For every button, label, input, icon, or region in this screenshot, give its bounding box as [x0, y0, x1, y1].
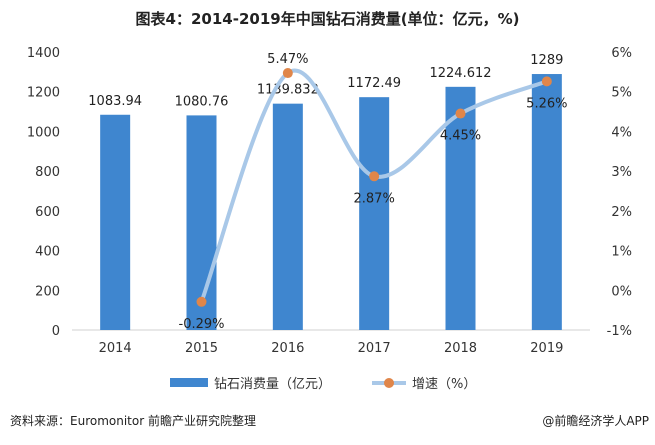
growth-value-label: 2.87% [354, 191, 395, 206]
growth-value-label: -0.29% [179, 317, 225, 332]
left-tick-label: 400 [35, 245, 60, 260]
source-note: 资料来源：Euromonitor 前瞻产业研究院整理 [10, 414, 256, 428]
right-tick-label: 4% [611, 125, 632, 140]
bar [531, 74, 562, 330]
right-tick-label: 2% [611, 205, 632, 220]
bar-value-label: 1172.49 [347, 76, 401, 91]
growth-line [199, 68, 549, 304]
bar [445, 86, 476, 330]
left-axis: 0 200 400 600 800 1000 1200 1400 [27, 46, 60, 339]
bar [186, 115, 217, 331]
x-tick-label: 2019 [530, 341, 563, 356]
growth-point [196, 296, 207, 307]
x-axis-labels: 2014 2015 2016 2017 2018 2019 [99, 341, 564, 356]
right-tick-label: 0% [611, 284, 632, 299]
growth-data-labels: -0.29% 5.47% 2.87% 4.45% 5.26% [179, 52, 568, 332]
bar-value-label: 1289 [530, 53, 563, 68]
growth-point [455, 108, 466, 119]
right-tick-label: 5% [611, 86, 632, 101]
growth-value-label: 5.26% [526, 96, 567, 111]
legend-bar-swatch [170, 378, 208, 387]
x-tick-label: 2014 [99, 341, 132, 356]
brand-credit: @前瞻经济学人APP [542, 414, 649, 428]
x-tick-label: 2017 [358, 341, 391, 356]
right-tick-label: 3% [611, 165, 632, 180]
left-tick-label: 1200 [27, 86, 60, 101]
right-axis: -1% 0% 1% 2% 3% 4% 5% 6% [607, 46, 632, 339]
left-tick-label: 1400 [27, 46, 60, 61]
growth-value-label: 4.45% [440, 129, 481, 144]
legend-line-label: 增速（%） [412, 377, 476, 392]
growth-point [369, 171, 380, 182]
bar-series [100, 74, 562, 331]
right-tick-label: 6% [611, 46, 632, 61]
left-tick-label: 600 [35, 205, 60, 220]
growth-point [541, 76, 552, 87]
bar-value-label: 1080.76 [175, 94, 229, 109]
bar-value-label: 1083.94 [88, 94, 142, 109]
legend: 钻石消费量（亿元） 增速（%） [170, 377, 476, 392]
legend-line-marker [384, 378, 394, 388]
chart-title: 图表4：2014-2019年中国钻石消费量(单位：亿元，%) [135, 10, 520, 28]
x-tick-label: 2018 [444, 341, 477, 356]
legend-bar-label: 钻石消费量（亿元） [214, 377, 331, 392]
bar-value-label: 1224.612 [429, 66, 491, 81]
left-tick-label: 1000 [27, 125, 60, 140]
growth-value-label: 5.47% [267, 52, 308, 67]
x-tick-label: 2016 [271, 341, 304, 356]
bar-data-labels: 1083.94 1080.76 1139.832 1172.49 1224.612 128… [88, 53, 563, 109]
left-tick-label: 0 [52, 324, 60, 339]
left-tick-label: 200 [35, 284, 60, 299]
right-tick-label: 1% [611, 245, 632, 260]
bar [100, 114, 131, 330]
right-tick-label: -1% [607, 324, 632, 339]
growth-points [196, 68, 552, 307]
growth-point [282, 68, 293, 79]
bar-value-label: 1139.832 [257, 83, 319, 98]
bar [272, 103, 303, 331]
x-tick-label: 2015 [185, 341, 218, 356]
left-tick-label: 800 [35, 165, 60, 180]
bar [359, 97, 390, 330]
